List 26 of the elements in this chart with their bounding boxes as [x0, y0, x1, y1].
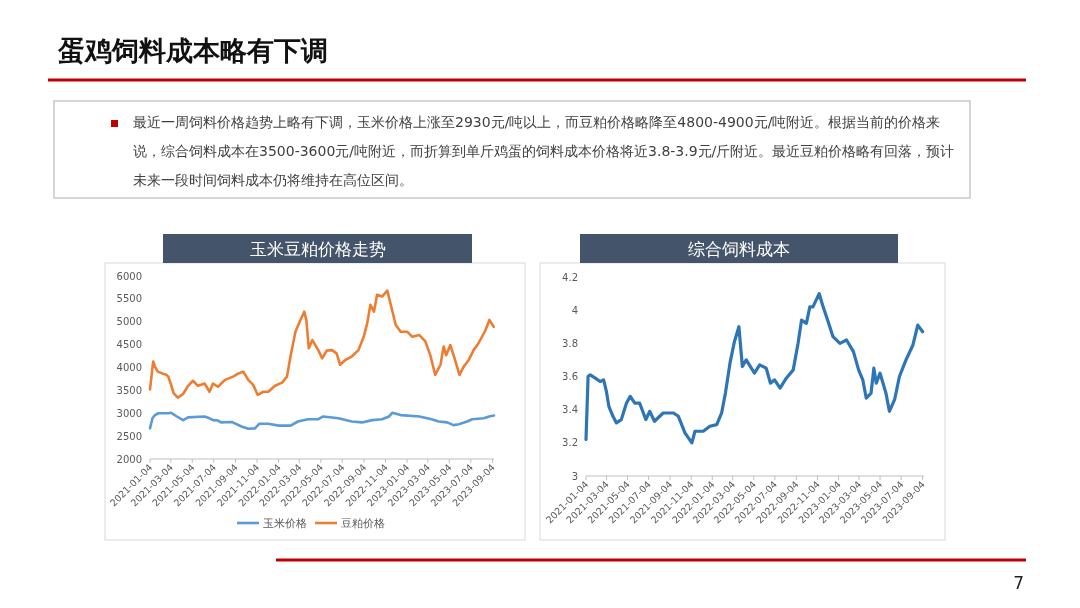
text: 7 [1013, 573, 1024, 593]
y-tick-label: 5000 [116, 316, 142, 328]
y-tick-label: 3.2 [562, 437, 578, 449]
y-tick-label: 4500 [116, 339, 142, 351]
y-tick-label: 3000 [116, 407, 142, 419]
text: 蛋鸡饲料成本略有下调 [57, 35, 328, 66]
y-tick-label: 2000 [116, 453, 142, 465]
y-tick-label: 3.8 [562, 337, 578, 349]
y-tick-label: 3 [571, 470, 578, 482]
y-tick-label: 3.6 [562, 371, 578, 382]
y-tick-label: 4.2 [562, 271, 578, 283]
line-series [148, 411, 496, 431]
y-tick-label: 2500 [116, 430, 142, 442]
line-series [584, 291, 925, 445]
y-tick-label: 6000 [116, 270, 142, 282]
legend-label: 玉米价格 [263, 517, 307, 530]
y-tick-label: 3.4 [562, 404, 578, 416]
y-tick-label: 4000 [116, 362, 142, 373]
chart-title: 综合饲料成本 [688, 239, 790, 259]
y-tick-label: 3500 [116, 384, 142, 396]
y-tick-label: 5500 [116, 293, 142, 305]
line-series [148, 289, 495, 399]
chart-title: 玉米豆粕价格走势 [249, 239, 386, 259]
legend-label: 豆粕价格 [341, 517, 385, 530]
text: 最近一周饲料价格趋势上略有下调，玉米价格上涨至2930元/吨以上，而豆粕价格略降至4800-4900元/吨附近。根据当前的价格来说，综合饲料成本在3500-3600元/吨附近，而折算到单斤鸡蛋的饲料成本价格将近3.8-3.9元/斤附近。最近豆粕价格略有回落，预计未来一段时间饲料成本仍将维持在高位区间。 [133, 113, 956, 190]
y-tick-label: 4 [571, 304, 578, 316]
